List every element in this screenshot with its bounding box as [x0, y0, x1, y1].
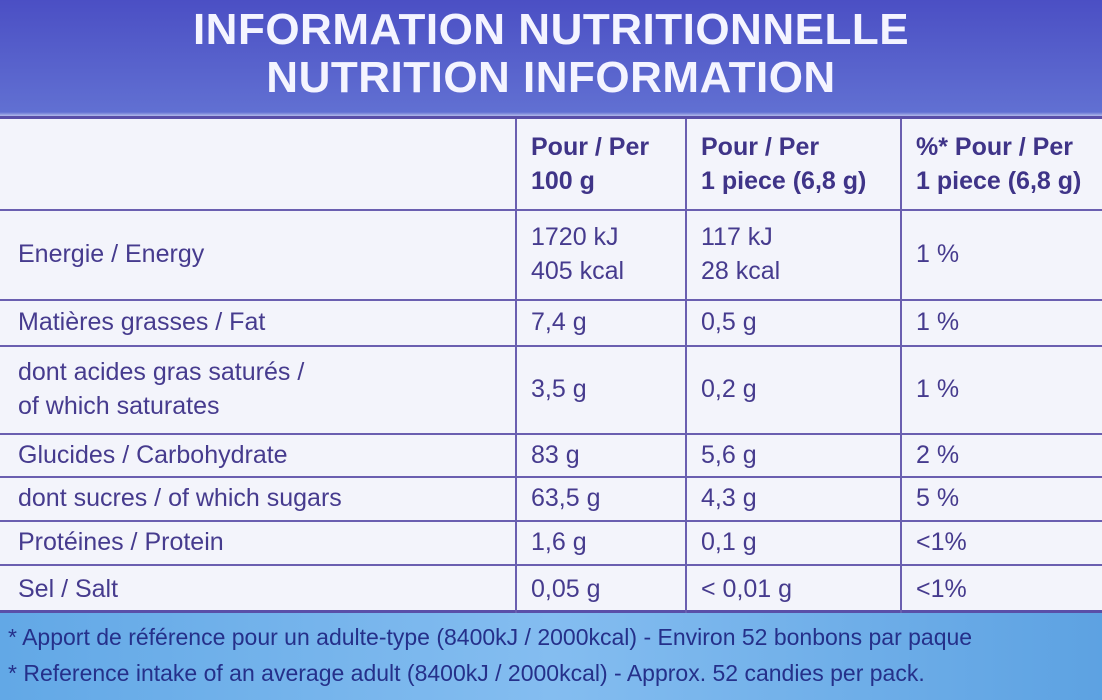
footer: * Apport de référence pour un adulte-typ… [0, 613, 1102, 700]
value-cell: 3,5 g [531, 375, 587, 403]
value-cell: 1 % [916, 240, 960, 268]
row-label: Matières grasses / Fat [18, 308, 266, 336]
row-label: of which saturates [18, 392, 220, 420]
value-cell: 1 % [916, 308, 960, 336]
row-label: Energie / Energy [18, 240, 205, 268]
value-cell: 1 % [916, 375, 960, 403]
row-border [0, 433, 1102, 435]
row-label: Glucides / Carbohydrate [18, 440, 288, 469]
row-border [0, 345, 1102, 347]
row-border [0, 476, 1102, 478]
value-cell: 2 % [916, 440, 960, 469]
column-header: Pour / Per [701, 133, 820, 161]
footnote: * Apport de référence pour un adulte-typ… [8, 624, 973, 650]
value-cell: 4,3 g [701, 484, 757, 512]
row-label: Protéines / Protein [18, 528, 224, 556]
value-cell: 1,6 g [531, 528, 587, 556]
value-cell: 0,5 g [701, 308, 757, 336]
column-header: 1 piece (6,8 g) [701, 167, 867, 195]
column-header: 100 g [531, 167, 595, 195]
column-border [515, 119, 517, 616]
column-border [685, 119, 687, 616]
row-label: dont sucres / of which sugars [18, 484, 342, 512]
value-cell: 7,4 g [531, 308, 587, 336]
footnote: * Reference intake of an average adult (… [8, 660, 925, 686]
value-cell: 5,6 g [701, 440, 757, 469]
title-fr: INFORMATION NUTRITIONNELLE [192, 5, 910, 54]
value-cell: 63,5 g [531, 484, 601, 512]
value-cell: 0,05 g [531, 574, 601, 603]
title-en: NUTRITION INFORMATION [266, 53, 836, 102]
column-header: Pour / Per [531, 133, 650, 161]
value-cell: 28 kcal [701, 257, 781, 285]
value-cell: 5 % [916, 484, 960, 512]
nutrition-table: Pour / Per 100 g Pour / Per 1 piece (6,8 g)… [0, 116, 1102, 616]
row-border [0, 564, 1102, 566]
value-cell: 83 g [531, 440, 580, 469]
column-border [900, 119, 902, 616]
value-cell: 0,1 g [701, 528, 757, 556]
value-cell: < 0,01 g [701, 574, 793, 603]
value-cell: 1720 kJ [531, 223, 619, 251]
value-cell: <1% [916, 528, 967, 556]
value-cell: 117 kJ [701, 223, 773, 251]
row-border [0, 520, 1102, 522]
row-label: Sel / Salt [18, 574, 119, 603]
row-border [0, 299, 1102, 301]
value-cell: <1% [916, 574, 967, 603]
value-cell: 405 kcal [531, 257, 625, 285]
value-cell: 0,2 g [701, 375, 757, 403]
column-header: 1 piece (6,8 g) [916, 167, 1082, 195]
row-border [0, 209, 1102, 211]
column-header: %* Pour / Per [916, 133, 1073, 161]
row-label: dont acides gras saturés / [18, 358, 305, 386]
